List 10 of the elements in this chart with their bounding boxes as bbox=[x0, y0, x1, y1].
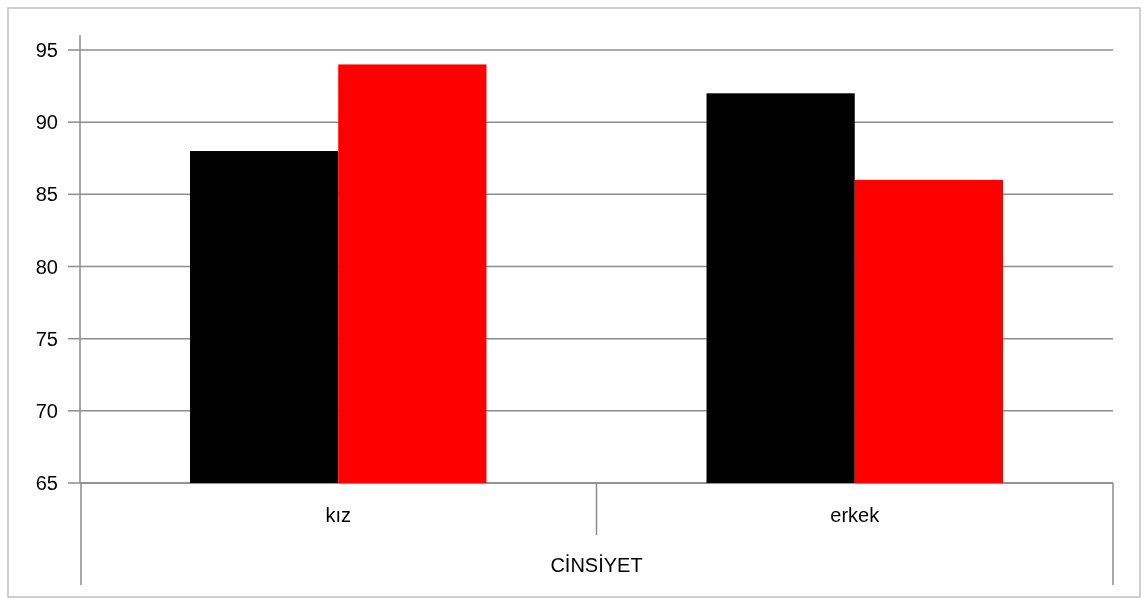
y-tick-label: 65 bbox=[35, 472, 58, 494]
y-tick-label: 90 bbox=[35, 111, 58, 134]
y-tick-label: 85 bbox=[35, 183, 58, 206]
x-axis-title: CİNSİYET bbox=[550, 554, 643, 576]
x-tick-label: erkek bbox=[830, 504, 881, 526]
y-tick-label: 80 bbox=[35, 255, 58, 278]
y-tick-label: 75 bbox=[35, 327, 58, 350]
y-tick-label: 95 bbox=[35, 39, 58, 61]
x-tick-label: kız bbox=[325, 504, 352, 526]
y-tick-label: 70 bbox=[35, 399, 58, 422]
